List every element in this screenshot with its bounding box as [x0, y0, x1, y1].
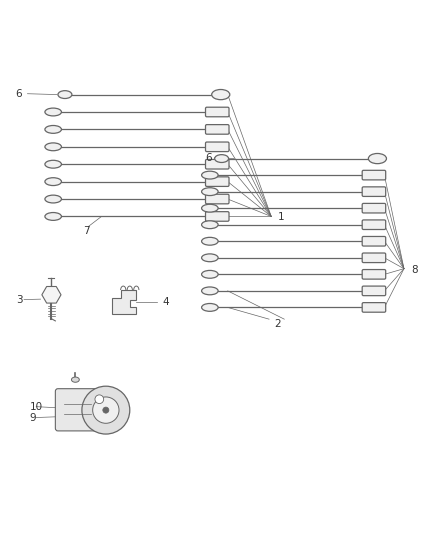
Ellipse shape	[201, 303, 218, 311]
FancyBboxPatch shape	[55, 389, 104, 431]
FancyBboxPatch shape	[205, 177, 229, 187]
FancyBboxPatch shape	[205, 159, 229, 169]
Circle shape	[103, 407, 109, 413]
Text: 2: 2	[275, 319, 281, 329]
Ellipse shape	[71, 377, 79, 382]
FancyBboxPatch shape	[205, 125, 229, 134]
Ellipse shape	[201, 270, 218, 278]
Ellipse shape	[45, 213, 61, 220]
Ellipse shape	[45, 108, 61, 116]
Ellipse shape	[212, 90, 230, 100]
FancyBboxPatch shape	[362, 286, 386, 296]
FancyBboxPatch shape	[205, 142, 229, 151]
Text: 4: 4	[162, 297, 169, 307]
FancyBboxPatch shape	[362, 253, 386, 263]
Ellipse shape	[45, 125, 61, 133]
Ellipse shape	[201, 221, 218, 229]
Circle shape	[82, 386, 130, 434]
Ellipse shape	[45, 160, 61, 168]
FancyBboxPatch shape	[362, 204, 386, 213]
Ellipse shape	[58, 91, 72, 99]
FancyBboxPatch shape	[362, 303, 386, 312]
Text: 10: 10	[30, 402, 43, 411]
FancyBboxPatch shape	[362, 171, 386, 180]
Ellipse shape	[45, 143, 61, 151]
Circle shape	[95, 395, 104, 403]
Ellipse shape	[201, 254, 218, 262]
Ellipse shape	[368, 154, 386, 164]
Ellipse shape	[201, 287, 218, 295]
Text: 8: 8	[411, 264, 418, 274]
Ellipse shape	[201, 204, 218, 212]
Text: 3: 3	[16, 295, 23, 304]
Text: 9: 9	[30, 413, 36, 423]
Ellipse shape	[201, 237, 218, 245]
FancyBboxPatch shape	[362, 220, 386, 230]
Text: 1: 1	[278, 212, 284, 222]
Ellipse shape	[201, 171, 218, 179]
Text: 6: 6	[15, 88, 22, 99]
Circle shape	[93, 397, 119, 423]
Text: 6: 6	[205, 152, 212, 163]
Ellipse shape	[215, 155, 229, 163]
Polygon shape	[112, 290, 136, 314]
FancyBboxPatch shape	[362, 187, 386, 197]
FancyBboxPatch shape	[205, 212, 229, 221]
FancyBboxPatch shape	[205, 194, 229, 204]
Ellipse shape	[45, 177, 61, 185]
Text: 7: 7	[83, 226, 89, 236]
FancyBboxPatch shape	[362, 237, 386, 246]
Ellipse shape	[45, 195, 61, 203]
FancyBboxPatch shape	[362, 270, 386, 279]
FancyBboxPatch shape	[205, 107, 229, 117]
Ellipse shape	[201, 188, 218, 196]
